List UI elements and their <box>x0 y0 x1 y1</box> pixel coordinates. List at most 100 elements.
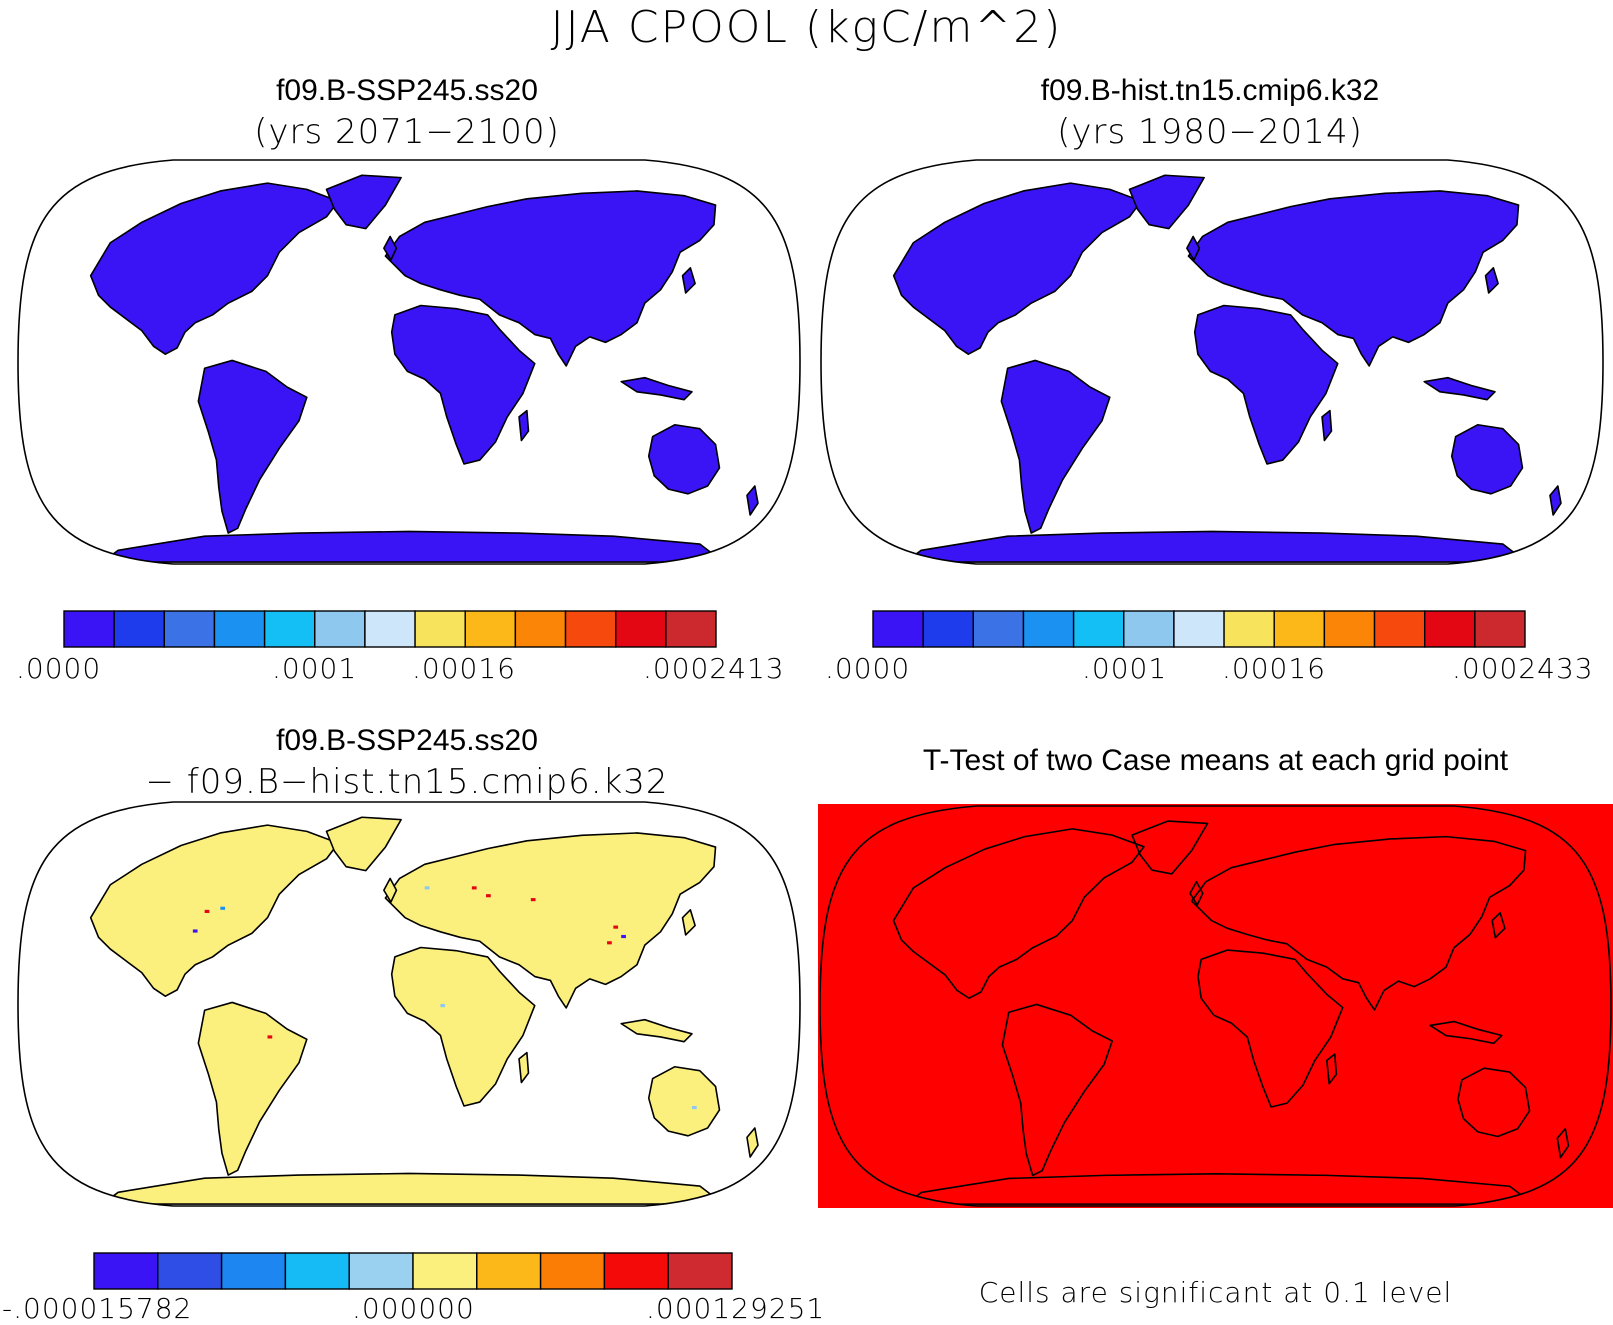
panel-tl-title: f09.B-SSP245.ss20 <box>276 74 538 107</box>
colorbar-box <box>1323 610 1376 648</box>
land-antarctica <box>904 530 1528 563</box>
land-indonesia <box>1429 1020 1503 1045</box>
land-eurasia <box>1190 835 1527 1011</box>
land-newzealand <box>746 1127 759 1158</box>
land-antarctica <box>101 1172 725 1205</box>
colorbar-box <box>63 610 115 648</box>
land-japan <box>681 909 696 936</box>
cb-tl-tick-3: .0002413 <box>643 652 785 685</box>
map-panel-tl <box>17 159 801 565</box>
anomaly-cell <box>691 1106 697 1110</box>
colorbar-box <box>872 610 924 648</box>
panel-tr-title: f09.B-hist.tn15.cmip6.k32 <box>1040 74 1380 107</box>
anomaly-cell <box>486 894 491 898</box>
anomaly-cell <box>621 934 626 939</box>
figure-title: JJA CPOOL (kgC/m^2) <box>550 2 1063 53</box>
land-australia <box>1450 423 1524 495</box>
land-eurasia <box>1187 190 1520 367</box>
map-boundary <box>819 805 1612 1207</box>
land-southamerica <box>197 359 308 534</box>
colorbar-box <box>1223 610 1275 648</box>
colorbar-box <box>667 1252 733 1290</box>
colorbar-box <box>564 610 617 648</box>
colorbar-box <box>412 1252 478 1290</box>
anomaly-cell <box>424 886 430 890</box>
land-madagascar <box>518 409 530 442</box>
significance-note: Cells are significant at 0.1 level <box>978 1276 1453 1309</box>
anomaly-cell <box>607 941 612 945</box>
land-southamerica <box>1000 359 1111 534</box>
colorbar-box <box>220 1252 287 1290</box>
land-greenland <box>325 174 402 230</box>
land-greenland <box>1128 174 1205 230</box>
colorbar-box <box>348 1252 414 1290</box>
land-indonesia <box>1423 376 1496 401</box>
map-boundary <box>17 801 801 1207</box>
anomaly-cell <box>267 1035 273 1039</box>
colorbar-box <box>213 610 266 648</box>
land-uk <box>1186 235 1201 261</box>
map-boundary <box>17 159 801 565</box>
colorbar-tl <box>63 610 717 648</box>
colorbar-box <box>1423 610 1476 648</box>
colorbar-box <box>476 1252 542 1290</box>
map-panel-bl <box>17 801 801 1207</box>
cb-bl-tick-0: -.000015782 <box>2 1292 193 1325</box>
land-africa <box>1193 304 1339 465</box>
cb-tr-tick-3: .0002433 <box>1452 652 1594 685</box>
land-africa <box>390 304 536 465</box>
land-northamerica <box>892 828 1145 1000</box>
colorbar-box <box>614 610 667 648</box>
colorbar-box <box>414 610 466 648</box>
anomaly-cell <box>530 898 536 902</box>
cb-bl-tick-2: .000129251 <box>646 1292 826 1325</box>
land-antarctica <box>904 1173 1535 1205</box>
colorbar-bl <box>93 1252 733 1290</box>
land-eurasia <box>384 832 717 1009</box>
colorbar-box <box>163 610 216 648</box>
land-madagascar <box>1321 409 1333 442</box>
colorbar-box <box>1022 610 1075 648</box>
map-panel-tr <box>820 159 1604 565</box>
land-northamerica <box>89 824 340 997</box>
colorbar-box <box>514 610 567 648</box>
land-eurasia <box>384 190 717 367</box>
anomaly-cell <box>204 909 210 913</box>
colorbar-box <box>464 610 517 648</box>
cb-tr-tick-2: .00016 <box>1222 652 1326 685</box>
significance-fill <box>818 804 1613 1208</box>
map-boundary <box>820 159 1604 565</box>
colorbar-box <box>1173 610 1225 648</box>
land-japan <box>1491 911 1506 939</box>
land-japan <box>1484 267 1499 294</box>
land-antarctica <box>101 530 725 563</box>
map-panel-br <box>818 804 1613 1208</box>
colorbar-box <box>263 610 316 648</box>
cb-tl-tick-1: .0001 <box>272 652 358 685</box>
land-uk <box>383 877 398 903</box>
cb-tr-tick-1: .0001 <box>1082 652 1168 685</box>
cb-bl-tick-1: .000000 <box>352 1292 475 1325</box>
colorbar-box <box>364 610 416 648</box>
anomaly-cell <box>613 925 619 929</box>
land-madagascar <box>1325 1053 1338 1085</box>
land-northamerica <box>892 182 1143 355</box>
panel-bl-subtitle: − f09.B−hist.tn15.cmip6.k32 <box>145 762 669 802</box>
colorbar-box <box>1474 610 1526 648</box>
land-africa <box>1197 949 1344 1108</box>
land-uk <box>383 235 398 261</box>
land-newzealand <box>746 485 759 516</box>
land-indonesia <box>620 1018 693 1043</box>
anomaly-cell <box>220 906 226 910</box>
colorbar-box <box>1072 610 1125 648</box>
land-australia <box>647 1065 721 1137</box>
colorbar-box <box>1373 610 1426 648</box>
colorbar-tr <box>872 610 1526 648</box>
anomaly-cell <box>440 1004 446 1008</box>
colorbar-box <box>314 610 366 648</box>
anomaly-cell <box>471 886 477 890</box>
panel-tl-subtitle: (yrs 2071−2100) <box>254 112 560 152</box>
land-madagascar <box>518 1051 530 1084</box>
colorbar-box <box>157 1252 223 1290</box>
cb-tr-tick-0: .0000 <box>825 652 911 685</box>
